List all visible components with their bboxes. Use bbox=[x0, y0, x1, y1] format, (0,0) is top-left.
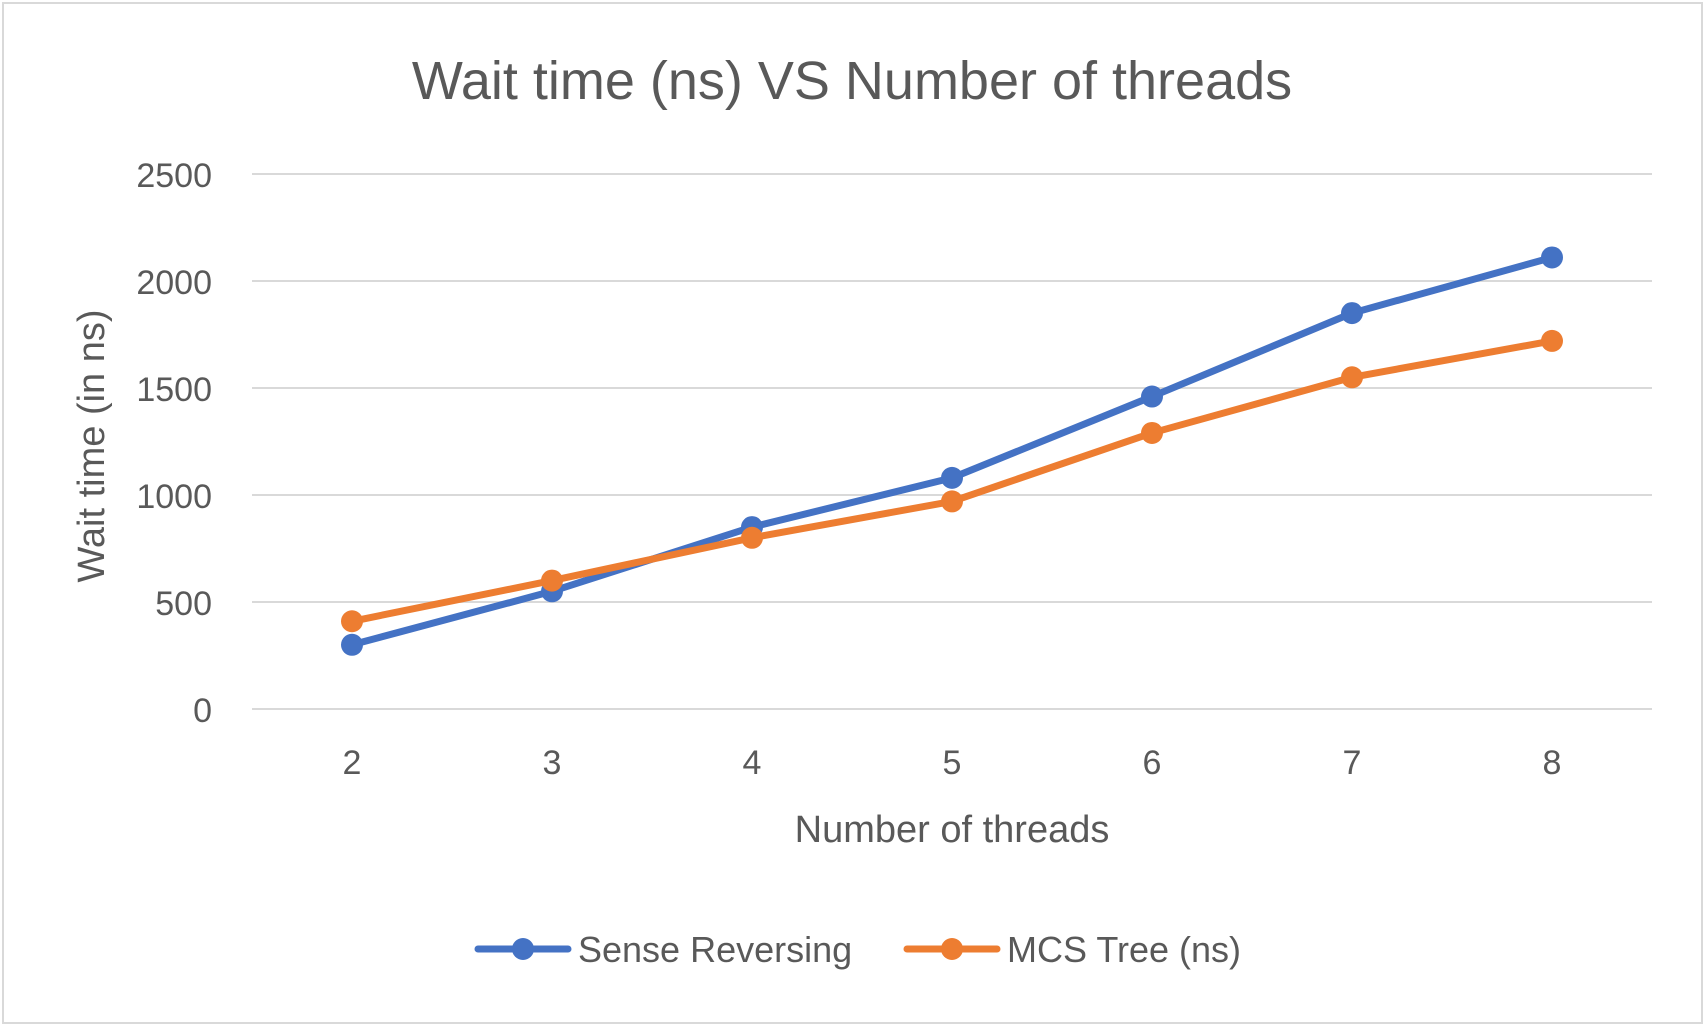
x-axis-label: Number of threads bbox=[795, 809, 1110, 851]
legend-label: MCS Tree (ns) bbox=[1007, 929, 1241, 970]
data-point bbox=[1341, 302, 1363, 325]
data-point bbox=[341, 610, 363, 633]
data-point bbox=[1141, 385, 1163, 408]
x-tick-label: 4 bbox=[743, 744, 762, 782]
legend-item: Sense Reversing bbox=[474, 929, 852, 970]
x-tick-label: 2 bbox=[343, 744, 362, 782]
legend-label: Sense Reversing bbox=[578, 929, 852, 970]
legend-marker bbox=[941, 938, 963, 960]
y-tick-label: 1000 bbox=[136, 478, 212, 516]
y-tick-label: 2000 bbox=[136, 264, 212, 302]
y-axis-label: Wait time (in ns) bbox=[71, 309, 113, 582]
y-axis-ticks: 0 500 1000 1500 2000 2500 bbox=[136, 157, 212, 730]
legend: Sense Reversing MCS Tree (ns) bbox=[474, 929, 1241, 970]
legend-item: MCS Tree (ns) bbox=[903, 929, 1241, 970]
data-point bbox=[1541, 246, 1563, 269]
x-tick-label: 6 bbox=[1143, 744, 1162, 782]
data-point bbox=[741, 526, 763, 549]
data-point bbox=[941, 490, 963, 513]
x-tick-label: 8 bbox=[1543, 744, 1562, 782]
y-tick-label: 1500 bbox=[136, 371, 212, 409]
data-point bbox=[1341, 366, 1363, 389]
legend-marker bbox=[512, 938, 534, 960]
x-tick-label: 7 bbox=[1343, 744, 1362, 782]
data-point bbox=[541, 569, 563, 592]
data-point bbox=[341, 633, 363, 656]
series-2 bbox=[341, 329, 1563, 633]
y-tick-label: 2500 bbox=[136, 157, 212, 195]
x-tick-label: 5 bbox=[943, 744, 962, 782]
data-point bbox=[1541, 329, 1563, 352]
data-point bbox=[1141, 421, 1163, 444]
x-tick-label: 3 bbox=[543, 744, 562, 782]
y-tick-label: 500 bbox=[155, 585, 212, 623]
data-point bbox=[941, 466, 963, 489]
chart-title: Wait time (ns) VS Number of threads bbox=[412, 51, 1292, 111]
x-axis-ticks: 2 3 4 5 6 7 8 bbox=[343, 744, 1562, 782]
series-layer bbox=[341, 246, 1563, 656]
y-tick-label: 0 bbox=[193, 692, 212, 730]
